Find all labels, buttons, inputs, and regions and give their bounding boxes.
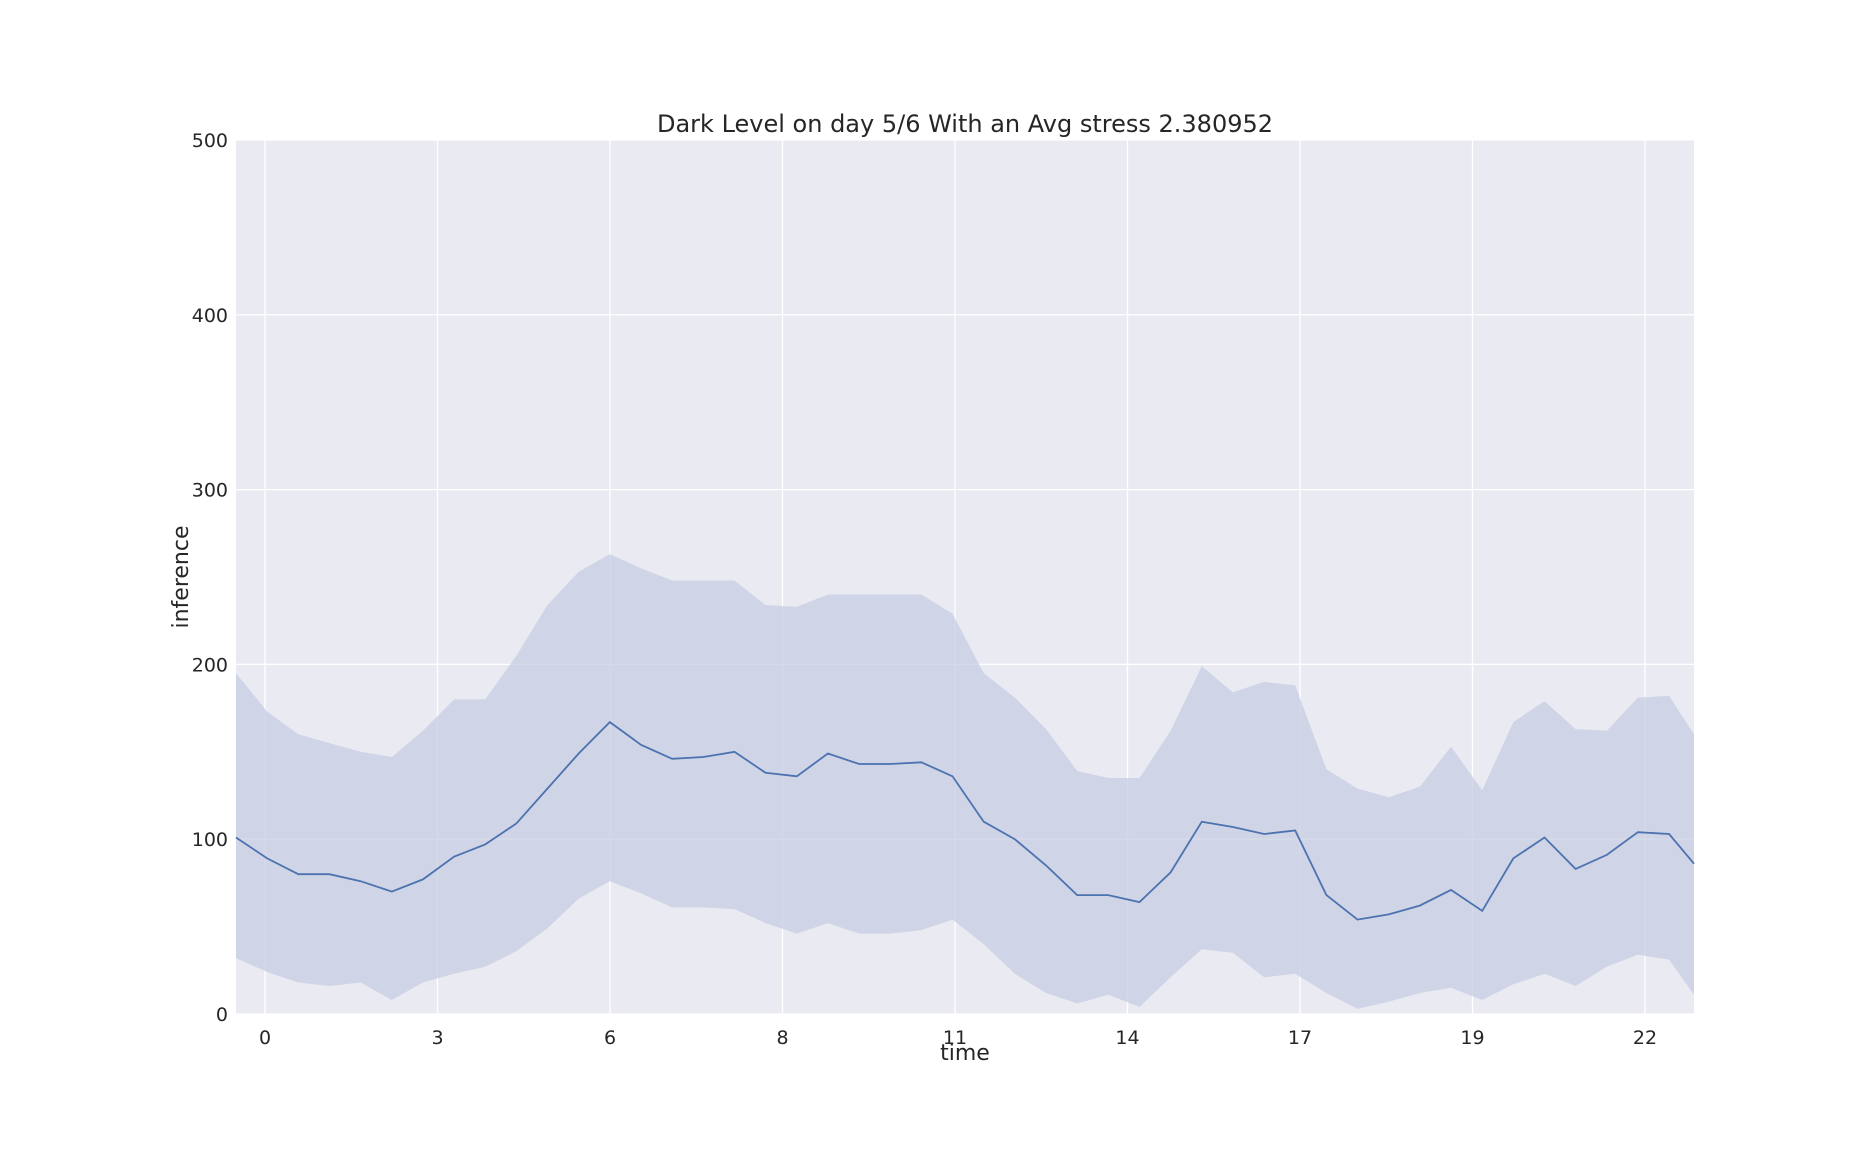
y-axis-ticks: 0 100 200 300 400 500 bbox=[192, 130, 228, 1026]
x-tick-label: 19 bbox=[1460, 1027, 1484, 1049]
x-tick-label: 8 bbox=[776, 1027, 788, 1049]
x-axis-ticks: 0 3 6 8 11 14 17 19 22 bbox=[259, 1027, 1657, 1049]
x-tick-label: 22 bbox=[1633, 1027, 1657, 1049]
y-tick-label: 300 bbox=[192, 480, 228, 502]
x-tick-label: 0 bbox=[259, 1027, 271, 1049]
y-tick-label: 0 bbox=[216, 1004, 228, 1026]
x-tick-label: 6 bbox=[604, 1027, 616, 1049]
series-line bbox=[235, 720, 1695, 921]
x-tick-label: 3 bbox=[431, 1027, 443, 1049]
x-tick-label: 14 bbox=[1115, 1027, 1139, 1049]
y-tick-label: 100 bbox=[192, 829, 228, 851]
y-tick-label: 400 bbox=[192, 305, 228, 327]
y-axis-label: inference bbox=[169, 525, 194, 628]
x-tick-label: 17 bbox=[1288, 1027, 1312, 1049]
x-axis-label: time bbox=[940, 1041, 990, 1066]
confidence-band bbox=[236, 554, 1694, 1009]
x-tick-label: 11 bbox=[943, 1027, 967, 1049]
chart-title: Dark Level on day 5/6 With an Avg stress… bbox=[657, 110, 1273, 138]
y-tick-label: 200 bbox=[192, 654, 228, 676]
y-tick-label: 500 bbox=[192, 130, 228, 152]
